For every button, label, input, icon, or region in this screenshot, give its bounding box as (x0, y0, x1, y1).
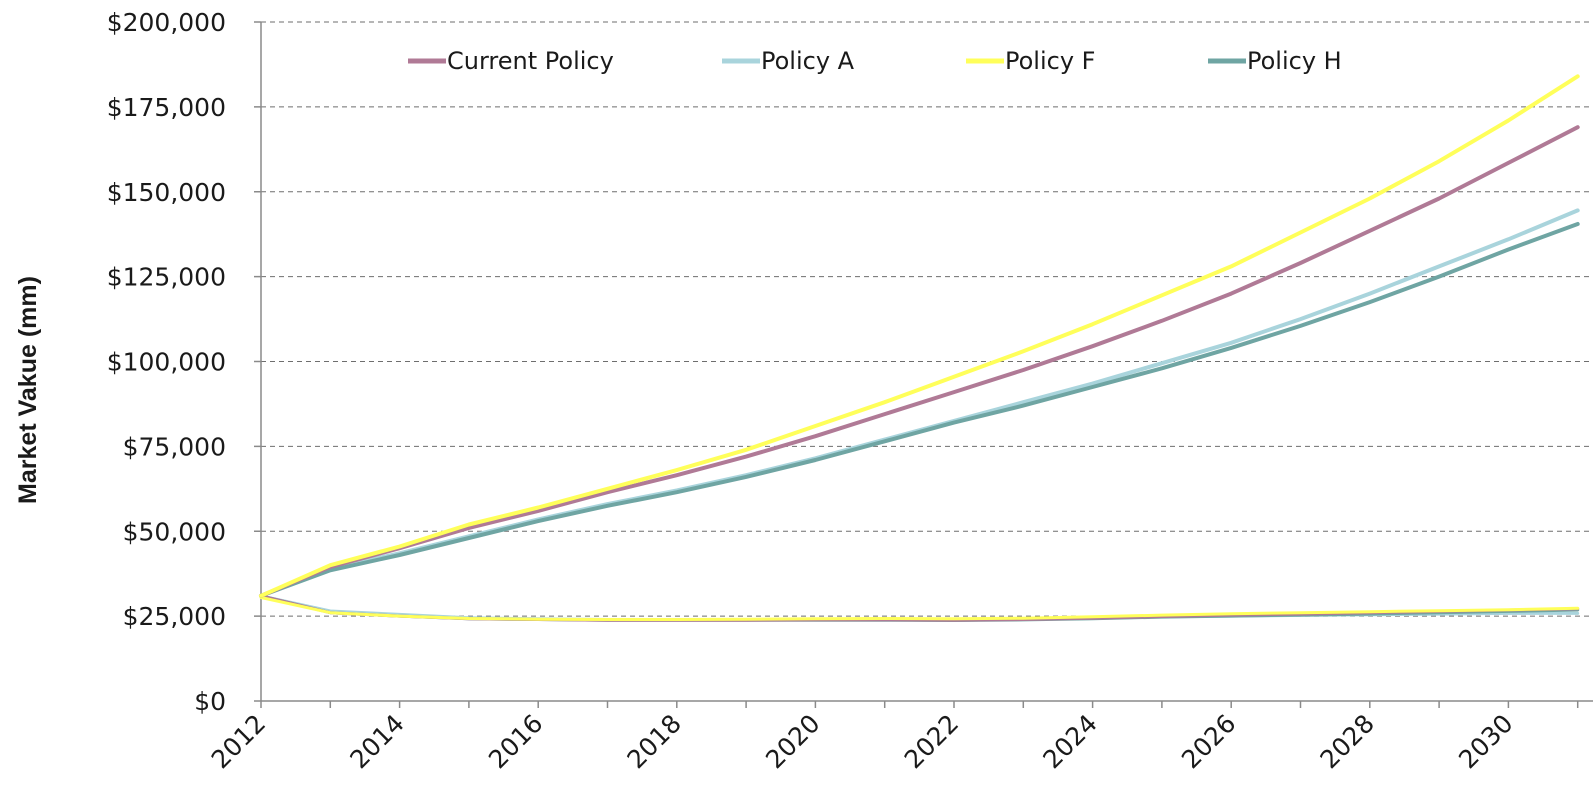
legend-label: Policy H (1247, 47, 1342, 75)
x-tick-label: 2028 (1315, 709, 1380, 774)
y-tick-label: $125,000 (107, 263, 226, 292)
x-tick-label: 2018 (622, 709, 687, 774)
x-tick-label: 2022 (899, 709, 964, 774)
y-tick-label: $25,000 (123, 602, 226, 631)
legend-item: Current Policy (408, 47, 614, 75)
x-tick-label: 2020 (760, 709, 825, 774)
x-tick-label: 2030 (1453, 709, 1518, 774)
legend-label: Policy A (761, 47, 855, 75)
y-tick-label: $100,000 (107, 348, 226, 377)
x-tick-label: 2016 (483, 709, 548, 774)
legend-label: Policy F (1005, 47, 1095, 75)
x-tick-label: 2026 (1176, 709, 1241, 774)
y-tick-label: $200,000 (107, 8, 226, 37)
legend-label: Current Policy (447, 47, 614, 75)
x-tick-label: 2024 (1037, 709, 1102, 774)
series-lines (259, 74, 1580, 622)
gridlines (261, 21, 1593, 617)
series-line-policy-h (259, 222, 1580, 598)
series-line-policy-f (259, 74, 1580, 598)
y-tick-label: $175,000 (107, 93, 226, 122)
legend-item: Policy F (966, 47, 1095, 75)
y-axis-title: Market Vakue (mm) (14, 276, 42, 504)
x-tick-label: 2014 (344, 709, 409, 774)
x-tick-label: 2012 (206, 709, 271, 774)
legend-item: Policy H (1208, 47, 1342, 75)
lower-series-line (259, 596, 1580, 621)
series-line-current-policy (259, 125, 1580, 598)
y-tick-label: $150,000 (107, 178, 226, 207)
y-tick-label: $0 (194, 687, 226, 716)
legend-item: Policy A (722, 47, 855, 75)
y-tick-label: $50,000 (123, 517, 226, 546)
y-tick-label: $75,000 (123, 432, 226, 461)
legend: Current Policy Policy A Policy F Policy H (408, 47, 1342, 75)
axes: $0 $25,000 $50,000 $75,000 $100,000 $125,000 $… (107, 8, 1593, 774)
